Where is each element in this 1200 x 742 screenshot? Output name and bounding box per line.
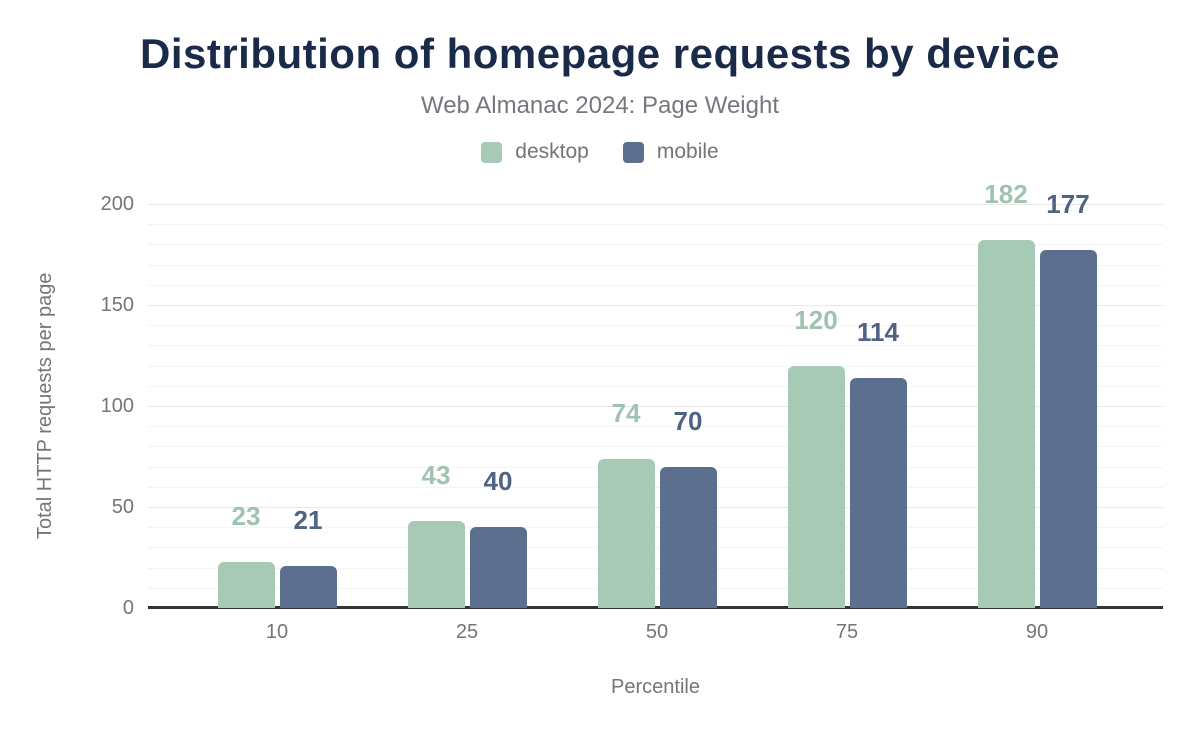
x-tick-label: 75 [835,621,859,643]
gridline-minor [148,365,1163,367]
gridline-minor [148,547,1163,549]
gridline-major [148,406,1163,407]
bar-mobile-p25[interactable] [469,527,527,608]
bar-label-desktop-p50: 74 [611,397,641,428]
bar-desktop-p10[interactable] [217,561,275,608]
y-tick-label: 50 [111,496,134,518]
bar-mobile-p50[interactable] [659,466,717,608]
y-axis-title: Total HTTP requests per page [34,272,56,540]
legend-label-mobile: mobile [656,140,719,163]
bar-desktop-p25[interactable] [407,521,465,608]
legend-swatch-desktop [481,141,503,163]
plot-area: 0 50 100 150 200 10 25 50 75 90 23 21 43 40 74 70 120 114… [101,181,1163,643]
gridline-minor [148,486,1163,488]
legend: desktop mobile [0,140,1200,164]
legend-swatch-mobile [622,141,644,163]
y-tick-label: 0 [122,597,134,619]
gridline-minor [148,385,1163,387]
bar-desktop-p75[interactable] [787,365,845,608]
bar-label-mobile-p90: 177 [1046,189,1090,220]
bar-desktop-p50[interactable] [597,458,655,608]
x-tick-label: 50 [645,621,669,643]
bar-label-mobile-p75: 114 [857,316,899,347]
gridline-minor [148,587,1163,589]
gridline-minor [148,446,1163,448]
gridline-minor [148,426,1163,428]
y-tick-label: 100 [100,395,134,417]
gridline-minor [148,325,1163,327]
legend-label-desktop: desktop [515,140,589,163]
bar-label-desktop-p25: 43 [421,460,451,491]
gridline-minor [148,284,1163,286]
bar-label-desktop-p90: 182 [984,179,1028,210]
chart-title: Distribution of homepage requests by dev… [139,30,1060,77]
bar-label-mobile-p25: 40 [483,466,513,497]
bar-mobile-p10[interactable] [279,565,337,608]
gridline-minor [148,466,1163,468]
gridline-major [148,305,1163,306]
gridline-minor [148,244,1163,246]
legend-item-mobile[interactable]: mobile [622,140,719,164]
chart-subtitle: Web Almanac 2024: Page Weight [420,92,779,119]
gridline-minor [148,264,1163,266]
x-axis-line [148,606,1163,609]
gridline-minor [148,345,1163,347]
bar-label-desktop-p10: 23 [231,500,261,531]
gridline-major [148,204,1163,205]
bar-mobile-p75[interactable] [849,377,907,608]
bar-desktop-p90[interactable] [977,240,1035,608]
bar-mobile-p90[interactable] [1039,250,1097,608]
x-tick-label: 90 [1025,621,1049,643]
gridline-minor [148,224,1163,226]
x-tick-label: 25 [455,621,479,643]
bar-label-mobile-p10: 21 [293,504,323,535]
x-axis-title: Percentile [611,676,700,698]
y-tick-label: 150 [100,294,134,316]
gridline-minor [148,567,1163,569]
y-tick-label: 200 [100,193,134,215]
gridline-major [148,507,1163,508]
x-tick-label: 10 [265,621,289,643]
legend-item-desktop[interactable]: desktop [481,140,589,164]
gridline-minor [148,527,1163,529]
bar-label-desktop-p75: 120 [794,304,838,335]
bar-label-mobile-p50: 70 [673,405,703,436]
